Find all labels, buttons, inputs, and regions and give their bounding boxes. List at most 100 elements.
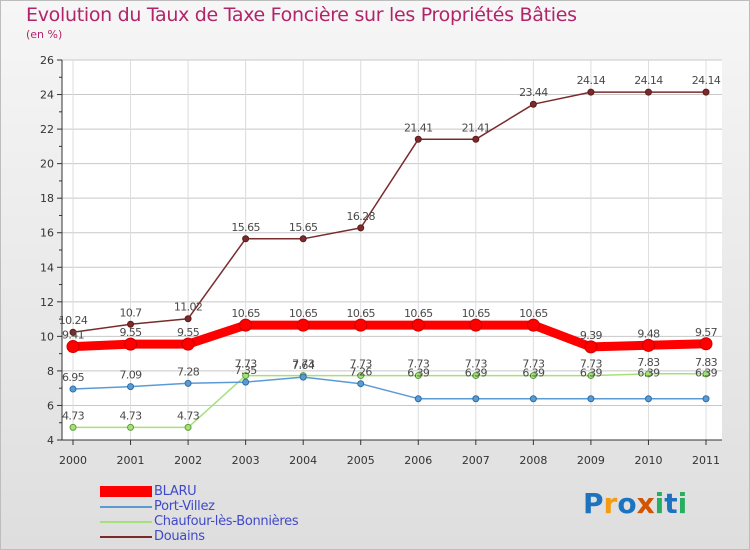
point-blaru: [584, 340, 598, 354]
series-line-douains: [72, 91, 706, 333]
series-line-blaru: [72, 320, 707, 352]
point-blaru: [469, 318, 483, 332]
data-label-chaufour: 7.73: [407, 358, 430, 371]
point-chaufour: [69, 423, 77, 431]
data-label-douains: 24.14: [577, 74, 606, 87]
data-label-blaru: 10.65: [404, 307, 433, 320]
point-blaru: [66, 340, 80, 354]
logo-letter: i: [654, 487, 665, 520]
x-tick-label: 2006: [404, 454, 432, 467]
legend-item-chaufour: Chaufour-lès-Bonnières: [100, 514, 299, 529]
data-label-blaru: 10.65: [519, 307, 548, 320]
point-port-villez: [529, 395, 537, 403]
point-douains: [69, 328, 77, 336]
data-label-port-villez: 7.09: [119, 369, 142, 382]
data-label-port-villez: 6.39: [637, 367, 660, 380]
point-blaru: [411, 318, 425, 332]
data-label-blaru: 10.65: [231, 307, 260, 320]
point-douains: [414, 135, 422, 143]
logo-letter: t: [664, 487, 678, 520]
chart-legend: BLARU Port-Villez Chaufour-lès-Bonnières Do…: [100, 484, 299, 544]
legend-label: BLARU: [154, 484, 197, 499]
data-label-douains: 15.65: [231, 221, 260, 234]
data-label-chaufour: 7.73: [292, 358, 315, 371]
data-label-chaufour: 7.73: [350, 358, 373, 371]
y-tick-label: 8: [47, 365, 54, 378]
data-label-blaru: 10.65: [462, 307, 491, 320]
y-tick-label: 22: [40, 123, 54, 136]
point-chaufour: [242, 372, 250, 380]
data-label-port-villez: 6.95: [62, 371, 85, 384]
point-port-villez: [184, 379, 192, 387]
plot-area: [62, 60, 722, 440]
legend-item-blaru: BLARU: [100, 484, 298, 499]
data-label-chaufour: 4.73: [119, 409, 142, 422]
point-blaru: [354, 318, 368, 332]
data-label-port-villez: 7.28: [177, 365, 200, 378]
legend-item-port-villez: Port-Villez: [100, 499, 298, 514]
point-douains: [587, 88, 595, 96]
x-tick-label: 2002: [174, 454, 202, 467]
x-tick-label: 2000: [59, 454, 87, 467]
data-label-blaru: 10.65: [289, 307, 318, 320]
y-tick-label: 4: [47, 434, 54, 447]
point-chaufour: [702, 370, 710, 378]
y-tick-label: 16: [40, 227, 54, 240]
data-label-blaru: 9.41: [62, 329, 84, 342]
data-label-blaru: 9.48: [637, 327, 660, 340]
x-tick-label: 2003: [232, 454, 260, 467]
point-douains: [529, 100, 537, 108]
data-label-port-villez: 6.39: [407, 367, 430, 380]
y-tick-label: 10: [40, 330, 54, 343]
data-label-port-villez: 6.39: [465, 367, 488, 380]
point-blaru: [239, 318, 253, 332]
point-blaru: [526, 318, 540, 332]
point-blaru: [296, 318, 310, 332]
point-douains: [127, 320, 135, 328]
chart-title: Evolution du Taux de Taxe Foncière sur l…: [26, 4, 577, 26]
data-label-blaru: 9.39: [580, 329, 603, 342]
x-tick-label: 2008: [519, 454, 547, 467]
data-label-chaufour: 4.73: [177, 409, 200, 422]
logo-letter: x: [636, 487, 655, 520]
legend-label: Chaufour-lès-Bonnières: [154, 514, 299, 529]
x-tick-label: 2004: [289, 454, 317, 467]
legend-swatch: [100, 486, 152, 497]
point-douains: [242, 235, 250, 243]
data-label-port-villez: 6.39: [695, 367, 718, 380]
point-douains: [184, 315, 192, 323]
point-chaufour: [357, 372, 365, 380]
point-douains: [299, 235, 307, 243]
data-label-chaufour: 7.73: [235, 358, 258, 371]
x-tick-label: 2010: [634, 454, 662, 467]
point-chaufour: [414, 372, 422, 380]
data-label-douains: 23.44: [519, 86, 548, 99]
y-tick-label: 18: [40, 192, 54, 205]
y-tick-label: 6: [47, 399, 54, 412]
series-line-port-villez: [72, 376, 706, 400]
point-blaru: [641, 338, 655, 352]
data-label-chaufour: 7.83: [695, 356, 718, 369]
x-tick-label: 2009: [577, 454, 605, 467]
point-douains: [472, 135, 480, 143]
data-label-douains: 10.24: [59, 314, 88, 327]
legend-swatch: [100, 520, 152, 523]
data-label-blaru: 10.65: [346, 307, 375, 320]
data-label-chaufour: 4.73: [62, 409, 85, 422]
x-tick-label: 2011: [692, 454, 720, 467]
y-tick-label: 24: [40, 89, 54, 102]
data-label-blaru: 9.55: [177, 326, 200, 339]
data-label-port-villez: 7.64: [292, 359, 315, 372]
point-port-villez: [299, 373, 307, 381]
chart-subtitle: (en %): [26, 28, 63, 41]
point-port-villez: [357, 380, 365, 388]
series-line-chaufour: [73, 373, 706, 429]
point-douains: [644, 88, 652, 96]
point-port-villez: [69, 385, 77, 393]
point-chaufour: [529, 372, 537, 380]
point-port-villez: [127, 383, 135, 391]
point-blaru: [181, 337, 195, 351]
data-label-chaufour: 7.73: [580, 358, 603, 371]
point-port-villez: [242, 378, 250, 386]
legend-item-douains: Douains: [100, 529, 298, 544]
